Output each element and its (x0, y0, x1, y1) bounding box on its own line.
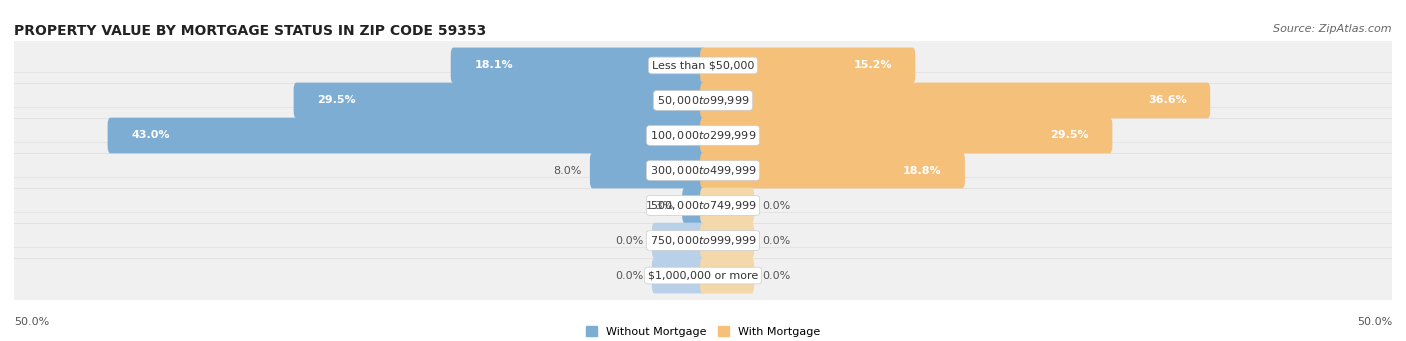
Text: 36.6%: 36.6% (1147, 95, 1187, 105)
FancyBboxPatch shape (0, 107, 1406, 163)
FancyBboxPatch shape (652, 258, 706, 293)
FancyBboxPatch shape (700, 153, 965, 188)
FancyBboxPatch shape (700, 83, 1211, 118)
Text: $500,000 to $749,999: $500,000 to $749,999 (650, 199, 756, 212)
FancyBboxPatch shape (682, 188, 706, 223)
Text: 8.0%: 8.0% (554, 165, 582, 176)
FancyBboxPatch shape (700, 118, 1112, 153)
Text: 43.0%: 43.0% (131, 131, 170, 140)
Text: 0.0%: 0.0% (762, 201, 790, 210)
Text: 0.0%: 0.0% (762, 236, 790, 246)
Legend: Without Mortgage, With Mortgage: Without Mortgage, With Mortgage (582, 322, 824, 341)
Text: PROPERTY VALUE BY MORTGAGE STATUS IN ZIP CODE 59353: PROPERTY VALUE BY MORTGAGE STATUS IN ZIP… (14, 24, 486, 38)
Text: Source: ZipAtlas.com: Source: ZipAtlas.com (1274, 24, 1392, 34)
Text: Less than $50,000: Less than $50,000 (652, 60, 754, 71)
Text: 50.0%: 50.0% (14, 317, 49, 327)
FancyBboxPatch shape (700, 188, 754, 223)
Text: 0.0%: 0.0% (616, 236, 644, 246)
Text: 1.3%: 1.3% (645, 201, 673, 210)
FancyBboxPatch shape (0, 212, 1406, 269)
FancyBboxPatch shape (0, 72, 1406, 129)
FancyBboxPatch shape (652, 223, 706, 258)
FancyBboxPatch shape (700, 48, 915, 83)
Text: $50,000 to $99,999: $50,000 to $99,999 (657, 94, 749, 107)
FancyBboxPatch shape (700, 223, 754, 258)
Text: 15.2%: 15.2% (853, 60, 891, 71)
FancyBboxPatch shape (0, 38, 1406, 93)
Text: 18.1%: 18.1% (474, 60, 513, 71)
Text: 50.0%: 50.0% (1357, 317, 1392, 327)
FancyBboxPatch shape (0, 143, 1406, 198)
FancyBboxPatch shape (451, 48, 706, 83)
FancyBboxPatch shape (108, 118, 706, 153)
FancyBboxPatch shape (294, 83, 706, 118)
Text: 29.5%: 29.5% (1050, 131, 1088, 140)
Text: 18.8%: 18.8% (903, 165, 942, 176)
Text: 0.0%: 0.0% (616, 270, 644, 281)
Text: $750,000 to $999,999: $750,000 to $999,999 (650, 234, 756, 247)
Text: $300,000 to $499,999: $300,000 to $499,999 (650, 164, 756, 177)
FancyBboxPatch shape (700, 258, 754, 293)
Text: 0.0%: 0.0% (762, 270, 790, 281)
Text: 29.5%: 29.5% (318, 95, 356, 105)
FancyBboxPatch shape (0, 178, 1406, 234)
Text: $1,000,000 or more: $1,000,000 or more (648, 270, 758, 281)
Text: $100,000 to $299,999: $100,000 to $299,999 (650, 129, 756, 142)
FancyBboxPatch shape (591, 153, 706, 188)
FancyBboxPatch shape (0, 248, 1406, 303)
